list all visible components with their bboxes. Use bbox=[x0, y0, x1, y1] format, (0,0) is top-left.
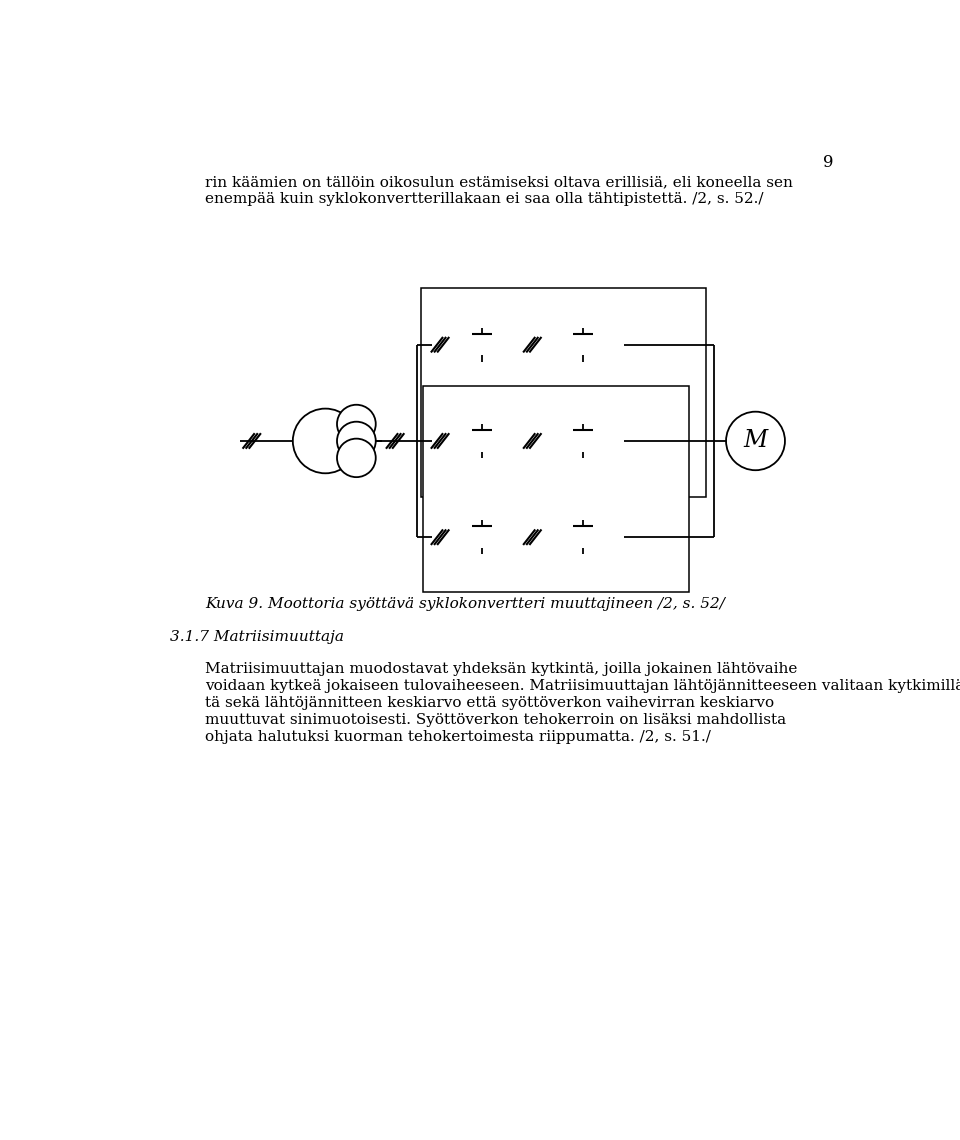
Bar bbox=[442, 500, 523, 575]
Text: ohjata halutuksi kuorman tehokertoimesta riippumatta. /2, s. 51./: ohjata halutuksi kuorman tehokertoimesta… bbox=[205, 730, 711, 743]
Bar bbox=[421, 288, 706, 497]
Text: rin käämien on tällöin oikosulun estämiseksi oltava erillisiä, eli koneella sen: rin käämien on tällöin oikosulun estämis… bbox=[205, 176, 793, 189]
Circle shape bbox=[337, 439, 375, 478]
Text: muuttuvat sinimuotoisesti. Syöttöverkon tehokerroin on lisäksi mahdollista: muuttuvat sinimuotoisesti. Syöttöverkon … bbox=[205, 712, 786, 727]
Circle shape bbox=[726, 412, 785, 470]
Circle shape bbox=[293, 408, 358, 473]
Text: Kuva 9. Moottoria syöttävä syklokonvertteri muuttajineen /2, s. 52/: Kuva 9. Moottoria syöttävä syklokonvertt… bbox=[205, 597, 725, 611]
Circle shape bbox=[337, 405, 375, 443]
Text: Matriisimuuttajan muodostavat yhdeksän kytkintä, joilla jokainen lähtövaihe: Matriisimuuttajan muodostavat yhdeksän k… bbox=[205, 662, 798, 676]
Text: M: M bbox=[743, 430, 768, 453]
Text: tä sekä lähtöjännitteen keskiarvo että syöttöverkon vaihevirran keskiarvo: tä sekä lähtöjännitteen keskiarvo että s… bbox=[205, 695, 775, 710]
Bar bbox=[432, 491, 633, 584]
Text: 9: 9 bbox=[823, 154, 833, 171]
Bar bbox=[432, 396, 633, 487]
Bar bbox=[442, 405, 523, 478]
Bar bbox=[432, 300, 633, 391]
Bar bbox=[442, 309, 523, 382]
Text: voidaan kytkeä jokaiseen tulovaiheeseen. Matriisimuuttajan lähtöjännitteeseen va: voidaan kytkeä jokaiseen tulovaiheeseen.… bbox=[205, 679, 960, 693]
Bar bbox=[542, 405, 624, 478]
Bar bbox=[542, 500, 624, 575]
Text: enempää kuin syklokonvertterillakaan ei saa olla tähtipistettä. /2, s. 52./: enempää kuin syklokonvertterillakaan ei … bbox=[205, 193, 764, 206]
Bar bbox=[542, 309, 624, 382]
Text: 3.1.7 Matriisimuuttaja: 3.1.7 Matriisimuuttaja bbox=[170, 629, 345, 644]
Bar bbox=[423, 386, 689, 592]
Circle shape bbox=[337, 422, 375, 461]
